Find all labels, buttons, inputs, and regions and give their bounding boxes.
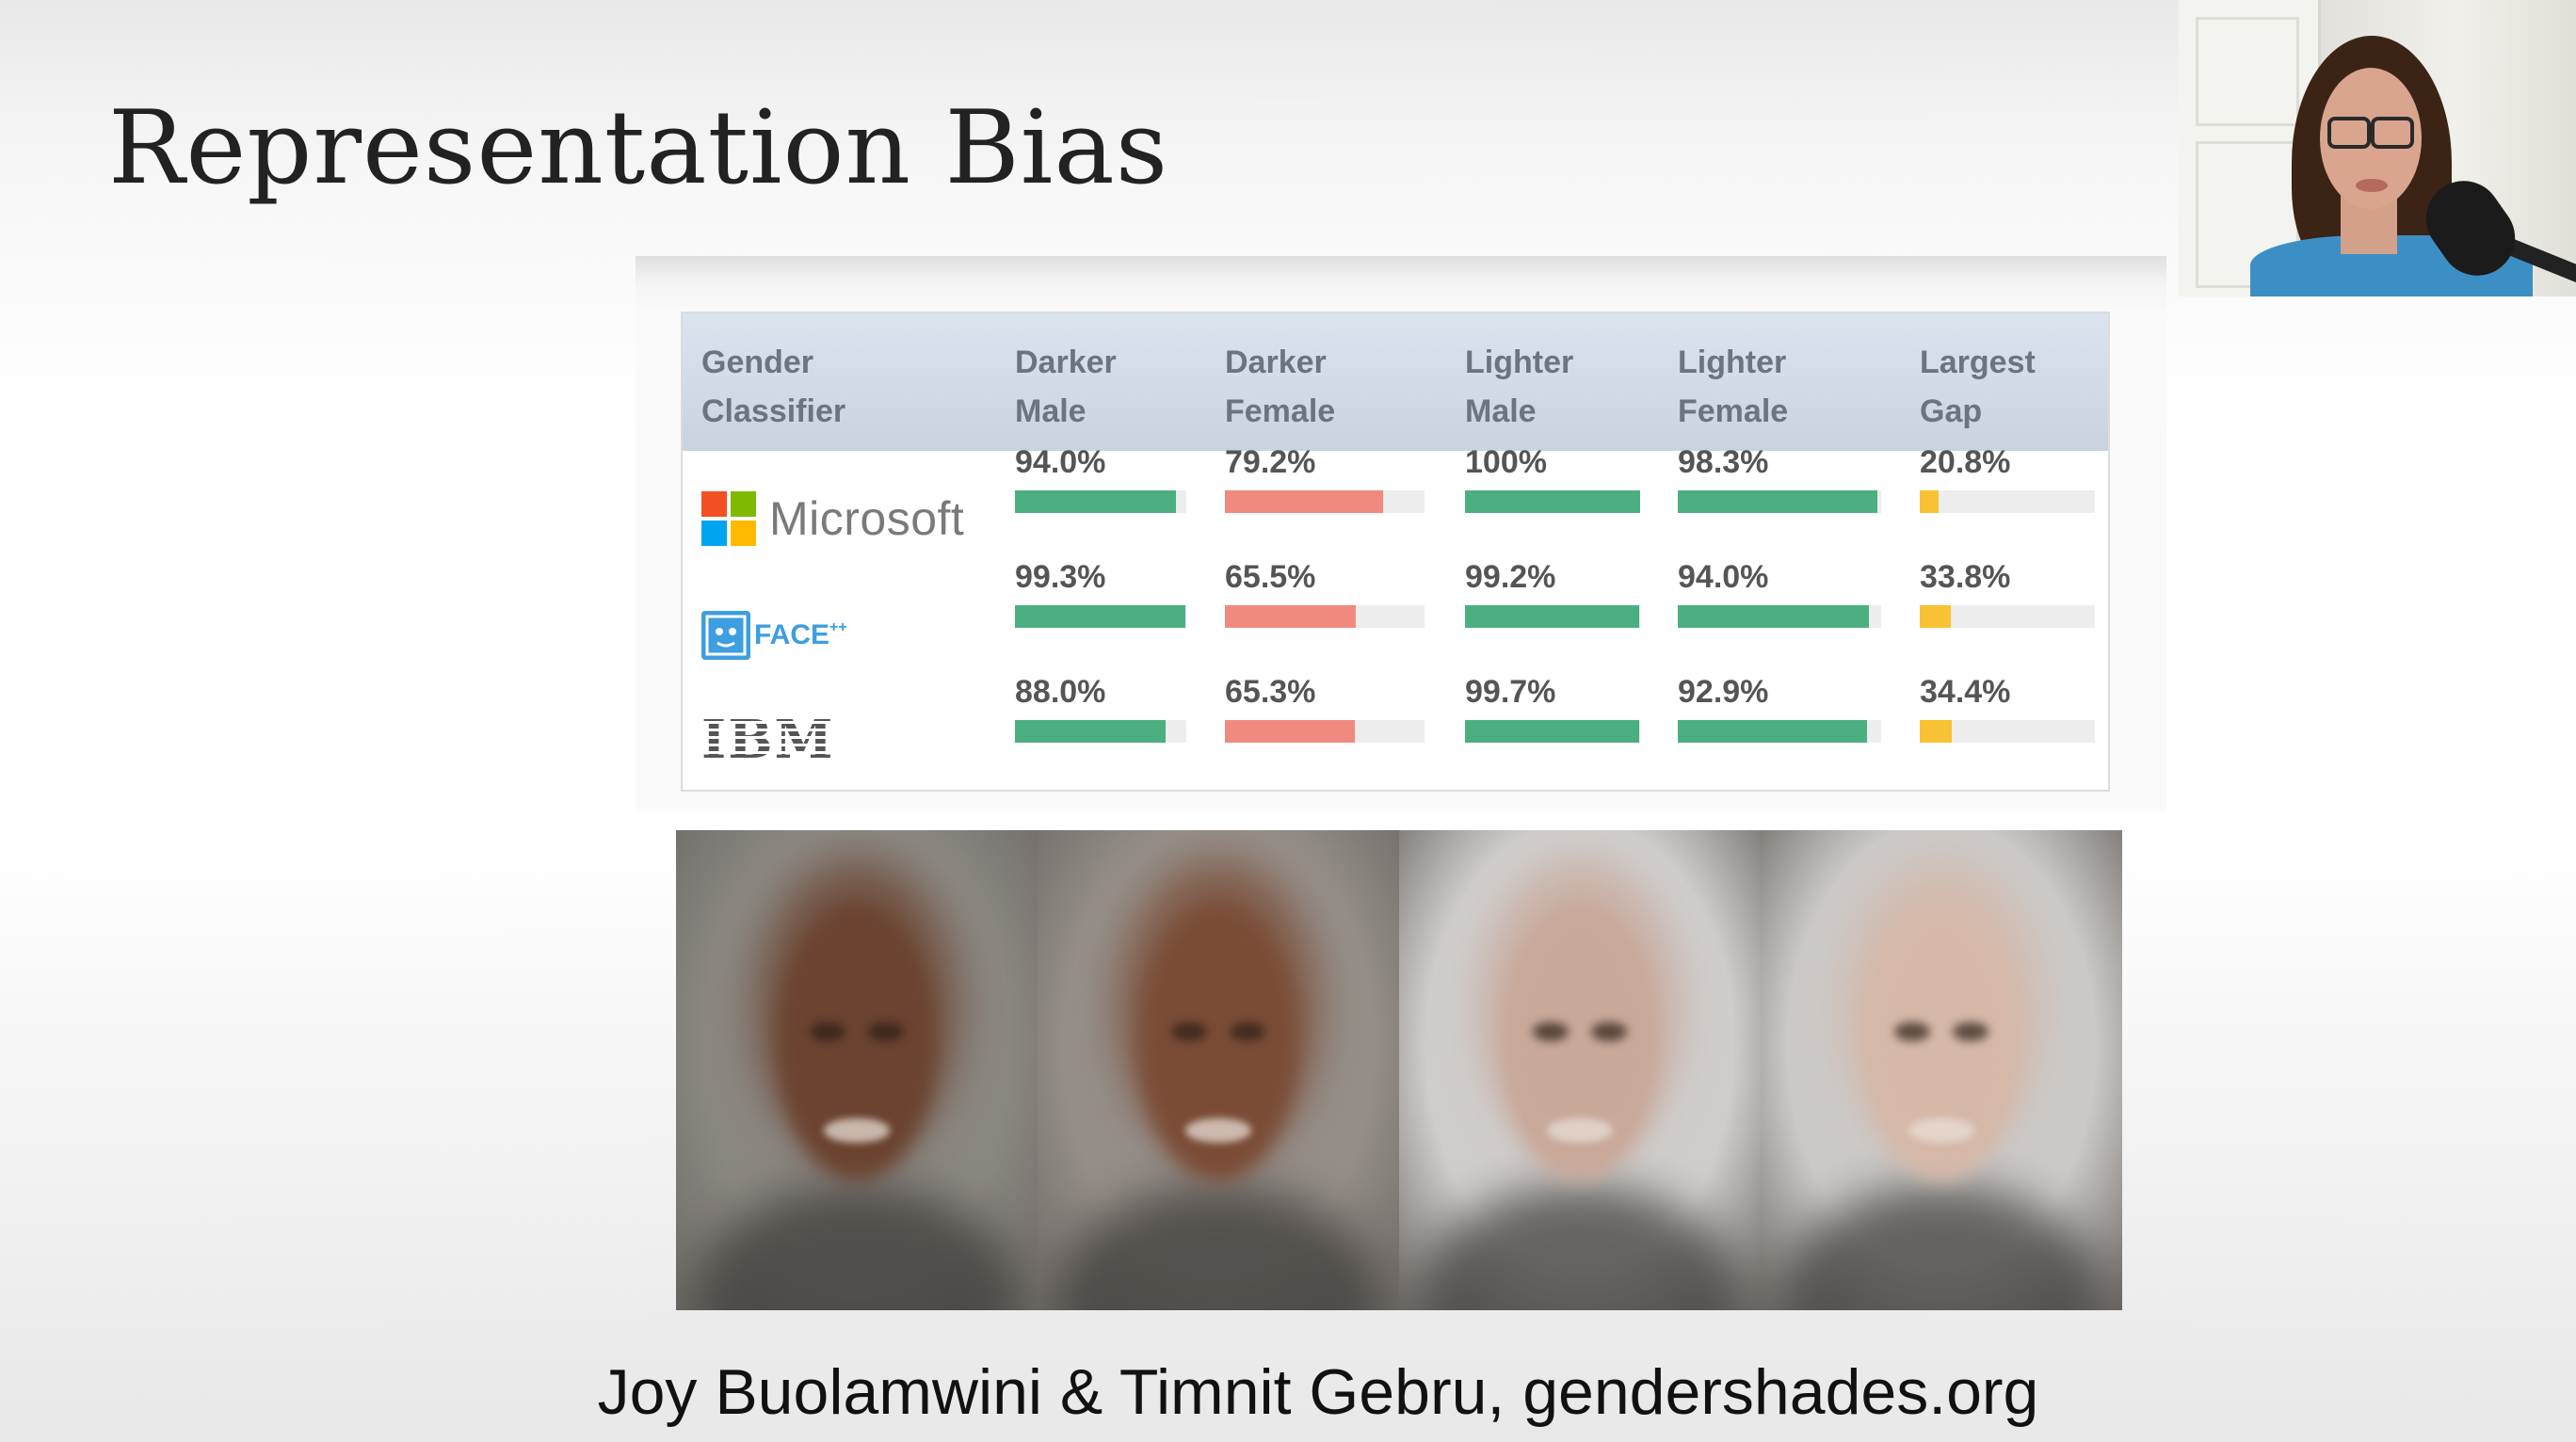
table-cell-darker-male: 99.3%: [1015, 558, 1186, 628]
microsoft-squares-icon: [701, 491, 756, 546]
bar-fill: [1015, 720, 1167, 743]
bar-fill: [1678, 490, 1878, 513]
table-cell-lighter-female: 92.9%: [1678, 673, 1881, 743]
microsoft-logo: Microsoft: [701, 486, 964, 552]
bar-fill: [1678, 720, 1867, 743]
cell-value: 33.8%: [1920, 559, 2011, 595]
bar-track: [1465, 490, 1640, 513]
table-cell-darker-male: 94.0%: [1015, 443, 1186, 513]
bar-fill: [1225, 490, 1383, 513]
header-largest-gap: Largest Gap: [1920, 338, 2136, 436]
bar-fill: [1015, 605, 1185, 628]
header-gender-classifier: Gender Classifier: [701, 338, 918, 436]
bar-track: [1920, 720, 2095, 743]
darker-male-average-face: [676, 830, 1038, 1310]
table-header: Gender Classifier Darker Male Darker Female Li…: [683, 313, 2108, 451]
table-cell-darker-female: 79.2%: [1225, 443, 1425, 513]
header-line: Lighter: [1678, 344, 1787, 380]
bar-track: [1678, 490, 1881, 513]
bar-track: [1465, 605, 1640, 628]
cell-value: 98.3%: [1678, 444, 1769, 480]
cell-value: 92.9%: [1678, 674, 1769, 710]
bar-track: [1678, 605, 1881, 628]
bar-fill: [1920, 605, 1952, 628]
header-line: Classifier: [701, 393, 846, 429]
bar-track: [1015, 490, 1186, 513]
table-cell-lighter-male: 99.7%: [1465, 673, 1640, 743]
header-lighter-male: Lighter Male: [1465, 338, 1682, 436]
bar-track: [1920, 490, 2095, 513]
presenter-webcam-feed: [2179, 0, 2576, 296]
header-line: Female: [1678, 393, 1789, 429]
bar-track: [1225, 490, 1425, 513]
classifier-name: IBM: [701, 709, 835, 771]
cell-value: 99.2%: [1465, 559, 1556, 595]
bar-track: [1015, 605, 1186, 628]
cell-value: 94.0%: [1015, 444, 1106, 480]
header-darker-female: Darker Female: [1225, 338, 1441, 436]
header-line: Male: [1465, 393, 1537, 429]
header-line: Gender: [701, 344, 814, 380]
bar-fill: [1920, 490, 1940, 513]
table-cell-lighter-male: 99.2%: [1465, 558, 1640, 628]
header-line: Male: [1015, 393, 1087, 429]
bar-fill: [1465, 605, 1639, 628]
gender-shades-table: Gender Classifier Darker Male Darker Female Li…: [681, 312, 2110, 792]
glasses-icon: [2327, 117, 2371, 149]
cell-value: 99.3%: [1015, 559, 1106, 595]
bar-track: [1920, 605, 2095, 628]
header-lighter-female: Lighter Female: [1678, 338, 1894, 436]
header-line: Lighter: [1465, 344, 1574, 380]
cell-value: 94.0%: [1678, 559, 1769, 595]
slide-title: Representation Bias: [108, 89, 1169, 207]
cell-value: 99.7%: [1465, 674, 1556, 710]
table-cell-largest-gap: 33.8%: [1920, 558, 2095, 628]
header-line: Largest: [1920, 344, 2036, 380]
bar-fill: [1920, 720, 1952, 743]
bar-fill: [1225, 720, 1356, 743]
bar-track: [1015, 720, 1186, 743]
table-cell-lighter-female: 98.3%: [1678, 443, 1881, 513]
classifier-name: Microsoft: [769, 492, 965, 545]
bar-track: [1678, 720, 1881, 743]
bar-fill: [1465, 720, 1640, 743]
table-cell-darker-male: 88.0%: [1015, 673, 1186, 743]
table-cell-largest-gap: 34.4%: [1920, 673, 2095, 743]
bar-fill: [1015, 490, 1177, 513]
header-line: Female: [1225, 393, 1336, 429]
header-line: Gap: [1920, 393, 1983, 429]
header-line: Darker: [1015, 344, 1117, 380]
table-cell-lighter-female: 94.0%: [1678, 558, 1881, 628]
table-cell-largest-gap: 20.8%: [1920, 443, 2095, 513]
faceplusplus-logo: FACE++: [701, 602, 847, 668]
header-line: Darker: [1225, 344, 1327, 380]
cell-value: 65.5%: [1225, 559, 1316, 595]
slide-credit: Joy Buolamwini & Timnit Gebru, gendersha…: [597, 1356, 2039, 1428]
lighter-male-average-face: [1399, 830, 1761, 1310]
face-scan-icon: [701, 611, 750, 660]
table-cell-darker-female: 65.3%: [1225, 673, 1425, 743]
lighter-female-average-face: [1761, 830, 2122, 1310]
cell-value: 88.0%: [1015, 674, 1106, 710]
cell-value: 79.2%: [1225, 444, 1316, 480]
table-cell-darker-female: 65.5%: [1225, 558, 1425, 628]
cell-value: 20.8%: [1920, 444, 2011, 480]
bar-fill: [1225, 605, 1356, 628]
cell-value: 65.3%: [1225, 674, 1316, 710]
ibm-logo: IBM: [701, 709, 835, 775]
bar-fill: [1465, 490, 1640, 513]
bar-track: [1225, 605, 1425, 628]
bar-fill: [1678, 605, 1870, 628]
header-darker-male: Darker Male: [1015, 338, 1232, 436]
table-cell-lighter-male: 100%: [1465, 443, 1640, 513]
bar-track: [1465, 720, 1640, 743]
darker-female-average-face: [1038, 830, 1399, 1310]
classifier-name: FACE++: [754, 619, 847, 650]
cell-value: 34.4%: [1920, 674, 2011, 710]
average-faces-strip: [676, 830, 2122, 1310]
cell-value: 100%: [1465, 444, 1547, 480]
bar-track: [1225, 720, 1425, 743]
